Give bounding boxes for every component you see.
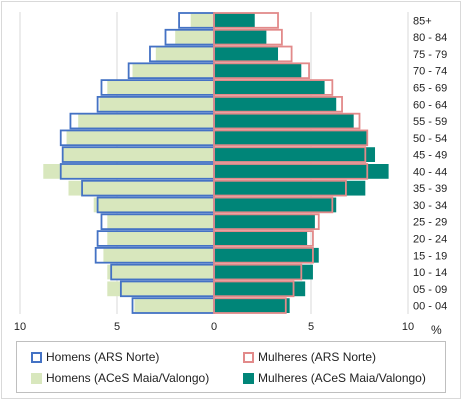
bar bbox=[155, 46, 214, 62]
bar bbox=[214, 46, 279, 62]
bar-outline bbox=[213, 95, 343, 113]
x-tick-label: 5 bbox=[114, 321, 120, 333]
x-tick-label: 5 bbox=[308, 321, 314, 333]
legend-label: Mulheres (ARS Norte) bbox=[258, 350, 377, 364]
category-label: 10 - 14 bbox=[413, 267, 447, 279]
bar bbox=[214, 80, 325, 95]
bar-outline bbox=[213, 112, 361, 130]
bar-outline bbox=[213, 79, 334, 96]
legend-swatch bbox=[243, 372, 254, 384]
bar bbox=[107, 214, 214, 230]
bar-outline bbox=[213, 163, 369, 180]
bar bbox=[214, 180, 366, 196]
category-label: 70 - 74 bbox=[413, 66, 447, 78]
bar bbox=[214, 197, 337, 213]
bar-outline bbox=[213, 213, 320, 231]
legend-item-homens-aces: Homens (ACeS Maia/Valongo) bbox=[31, 371, 209, 385]
legend-label: Mulheres (ACeS Maia/Valongo) bbox=[258, 371, 426, 385]
bar bbox=[214, 13, 255, 28]
x-tick-label: 10 bbox=[402, 321, 414, 333]
bar bbox=[214, 96, 337, 112]
bar bbox=[68, 180, 214, 196]
bar bbox=[214, 214, 315, 230]
category-label: 55 - 59 bbox=[413, 116, 447, 128]
legend: Homens (ARS Norte) Mulheres (ARS Norte) … bbox=[16, 341, 446, 393]
bar-outline bbox=[213, 129, 369, 147]
bar bbox=[107, 264, 214, 280]
category-label: 65 - 69 bbox=[413, 83, 447, 95]
bar bbox=[214, 147, 376, 162]
category-label: 15 - 19 bbox=[413, 250, 447, 262]
bars bbox=[43, 12, 389, 314]
bar-outline bbox=[213, 280, 295, 298]
bar-outline bbox=[213, 12, 279, 29]
legend-swatch bbox=[31, 372, 42, 384]
bar bbox=[214, 29, 267, 45]
bar bbox=[214, 164, 389, 179]
bar-outline bbox=[213, 196, 334, 214]
bar bbox=[132, 63, 214, 79]
legend-label: Homens (ARS Norte) bbox=[46, 350, 160, 364]
bar bbox=[107, 281, 214, 297]
bar-outline bbox=[213, 45, 293, 63]
legend-swatch bbox=[31, 351, 42, 363]
bar bbox=[99, 96, 214, 112]
legend-swatch bbox=[243, 351, 254, 363]
bar-outline bbox=[213, 230, 314, 247]
legend-item-mulheres-aces: Mulheres (ACeS Maia/Valongo) bbox=[243, 371, 426, 385]
bar bbox=[214, 298, 290, 313]
bar-outline bbox=[213, 146, 367, 163]
bar bbox=[78, 113, 214, 129]
bar bbox=[175, 29, 214, 45]
bar-outline bbox=[213, 28, 283, 46]
bar-outline bbox=[213, 62, 310, 80]
legend-label: Homens (ACeS Maia/Valongo) bbox=[46, 371, 210, 385]
x-tick-label: 0 bbox=[211, 321, 217, 333]
x-tick-label: 10 bbox=[14, 321, 26, 333]
bar bbox=[103, 247, 214, 263]
category-label: 00 - 04 bbox=[413, 301, 447, 313]
category-label: 40 - 44 bbox=[413, 166, 447, 178]
bar bbox=[214, 130, 368, 146]
bar bbox=[93, 197, 214, 213]
bar-outline bbox=[213, 246, 314, 264]
category-label: 05 - 09 bbox=[413, 284, 447, 296]
bar bbox=[190, 13, 214, 28]
x-tick-labels: 10 5 0 5 10 bbox=[14, 321, 414, 333]
bar-outline bbox=[213, 179, 347, 197]
bar bbox=[214, 113, 354, 129]
x-unit-label: % bbox=[431, 323, 442, 337]
category-label: 60 - 64 bbox=[413, 99, 447, 111]
category-label: 75 - 79 bbox=[413, 49, 447, 61]
bar-outline bbox=[213, 297, 287, 314]
bar bbox=[214, 63, 302, 79]
bar bbox=[214, 247, 319, 263]
legend-item-homens-ars-norte: Homens (ARS Norte) bbox=[31, 350, 159, 364]
legend-item-mulheres-ars-norte: Mulheres (ARS Norte) bbox=[243, 350, 376, 364]
category-label: 25 - 29 bbox=[413, 217, 447, 229]
category-label: 30 - 34 bbox=[413, 200, 447, 212]
bar bbox=[43, 164, 214, 179]
bar-outline bbox=[213, 263, 303, 281]
category-label: 45 - 49 bbox=[413, 150, 447, 162]
category-label: 35 - 39 bbox=[413, 183, 447, 195]
bar bbox=[107, 80, 214, 95]
category-label: 20 - 24 bbox=[413, 234, 447, 246]
bar bbox=[214, 264, 313, 280]
category-labels: 85+ 80 - 84 75 - 79 70 - 74 65 - 69 60 - 64 55… bbox=[413, 15, 447, 312]
category-label: 80 - 84 bbox=[413, 32, 447, 44]
grid-lines bbox=[19, 12, 409, 314]
bar bbox=[62, 147, 215, 162]
bar bbox=[214, 231, 308, 246]
category-label: 50 - 54 bbox=[413, 133, 447, 145]
bar bbox=[214, 281, 306, 297]
bar bbox=[107, 231, 214, 246]
bar bbox=[134, 298, 214, 313]
category-label: 85+ bbox=[413, 15, 432, 27]
bar bbox=[66, 130, 214, 146]
